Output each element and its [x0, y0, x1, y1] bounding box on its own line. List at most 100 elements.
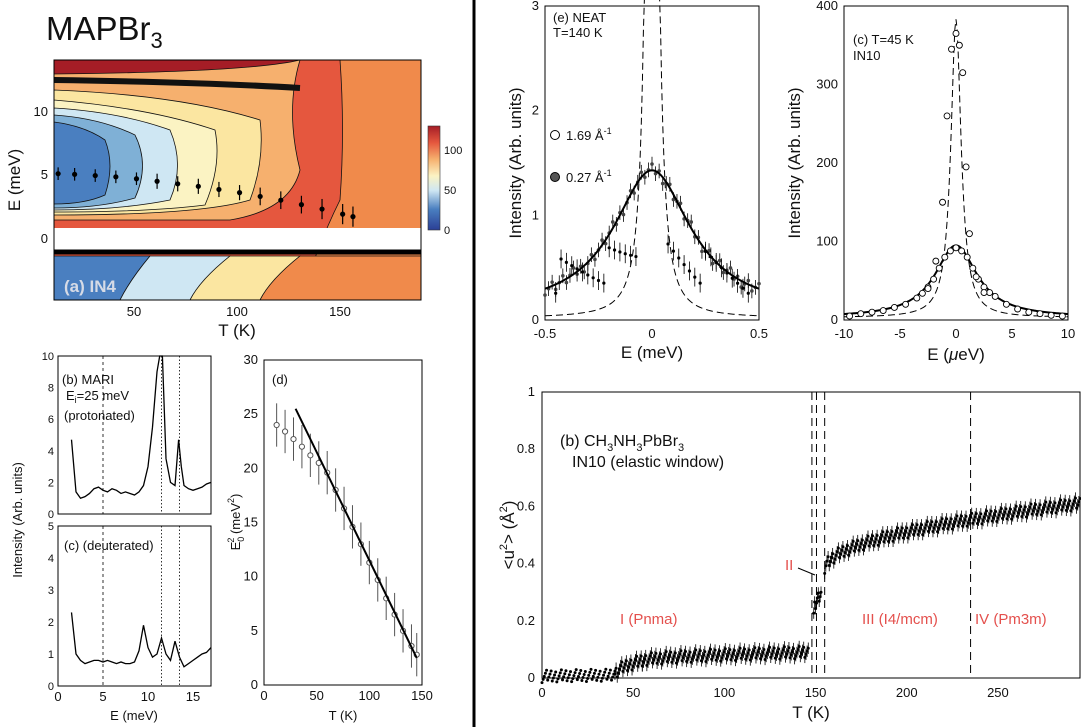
soft-mode-point — [55, 171, 61, 177]
panel-bin10-frame — [541, 391, 1081, 679]
panel-a-xtick-150: 150 — [329, 304, 351, 319]
colorbar-tick-50: 50 — [444, 185, 456, 197]
ytick-label: 0 — [48, 681, 54, 693]
neat-point-open — [687, 269, 692, 273]
u2-point — [610, 678, 614, 682]
u2-point — [694, 648, 698, 652]
neat-point-open — [623, 252, 627, 256]
neat-point-open — [559, 257, 563, 261]
u2-point — [554, 670, 558, 674]
soft-mode-point — [319, 206, 325, 212]
u2-point — [723, 647, 727, 651]
neat-point-open — [554, 291, 558, 295]
d-y-tick-0: 0 — [251, 677, 258, 692]
neat-point-filled — [650, 162, 654, 166]
ytick-label: 5 — [48, 521, 54, 533]
u2-point — [856, 539, 860, 543]
neat-point-filled — [757, 281, 761, 286]
neat-point-filled — [710, 261, 715, 266]
panel-cin10-ylabel: Intensity (Arb. units) — [785, 87, 804, 238]
u2-point — [713, 648, 717, 652]
u2-point — [580, 679, 584, 683]
u2-point — [768, 645, 772, 649]
neat-point-open — [612, 248, 617, 252]
u2-point — [583, 669, 587, 673]
u2-point — [1063, 498, 1067, 502]
phase-label-iii: III (I4/mcm) — [862, 611, 938, 628]
u2-point — [606, 674, 610, 678]
panel-c-frame — [57, 525, 212, 687]
u2-point — [587, 673, 591, 677]
u2-point — [753, 646, 757, 650]
heatmap-frame — [53, 59, 422, 301]
panel-c-label: (c) (deuterated) — [64, 538, 154, 553]
ci-x-tick-0: -10 — [835, 326, 854, 341]
u2-point — [578, 672, 582, 676]
u2-point — [562, 675, 566, 679]
u2-point — [564, 669, 568, 673]
d-y-tick-4: 20 — [244, 460, 258, 475]
u2-point — [568, 670, 572, 674]
in10-broad-point — [930, 275, 938, 283]
panel-e-temp: T=140 K — [553, 25, 603, 40]
panel-b-mari: (b) MARI Ei=25 meV (protonated) 0 2 4 6 8 10 — [42, 351, 212, 521]
in10-narrow-point — [962, 163, 970, 171]
neat-narrow-fit — [544, 0, 760, 317]
u2-point — [826, 555, 830, 559]
u2-point — [920, 523, 924, 527]
panel-b-vlines — [102, 356, 180, 514]
u2-point — [540, 681, 544, 685]
u2-point — [823, 571, 827, 575]
elastic-gap — [54, 228, 421, 250]
ytick-label: 4 — [48, 446, 54, 458]
neat-point-open — [586, 273, 590, 277]
u2-point — [542, 674, 546, 678]
ci-x-tick-3: 5 — [1008, 326, 1015, 341]
in10-broad-point — [1002, 300, 1010, 308]
u2-point — [602, 673, 606, 677]
neat-point-open — [591, 276, 595, 280]
neat-point-open — [618, 250, 622, 254]
colorbar-tick-0: 0 — [444, 225, 450, 237]
u2-point — [885, 530, 889, 534]
panel-cin10-content — [843, 19, 1069, 320]
ci-y-tick-4: 400 — [816, 0, 838, 13]
u2-point — [582, 672, 586, 676]
neat-point-filled — [600, 238, 604, 242]
in10-broad-point — [868, 308, 876, 316]
panel-bin10-sub: IN10 (elastic window) — [572, 454, 724, 471]
panel-a-xlabel: T (K) — [218, 321, 255, 340]
soft-mode-point — [298, 202, 305, 208]
panel-b-frame — [57, 355, 212, 515]
u2-point — [860, 538, 864, 542]
u2-point — [572, 674, 576, 678]
ytick-label: 6 — [48, 414, 54, 426]
panel-c-in10: (c) T=45 K IN10 0 100 200 300 400 -10 -5 0 5 10 E… — [785, 0, 1075, 364]
bi-x-tick-5: 250 — [987, 685, 1009, 700]
colorbar-tick-100: 100 — [444, 145, 462, 157]
u2-point — [970, 511, 974, 515]
panel-a-ylabel: E (meV) — [5, 149, 24, 211]
u2-point — [556, 677, 560, 681]
panel-a-ytick-5: 5 — [41, 167, 48, 182]
panel-c-vlines — [102, 526, 180, 686]
u2-point — [553, 673, 557, 677]
d-point — [290, 435, 297, 443]
soft-mode-point — [278, 197, 284, 203]
soft-mode-point — [236, 190, 243, 196]
u2-point — [797, 644, 801, 648]
d-y-tick-1: 5 — [251, 623, 258, 638]
panel-bin10-points — [540, 492, 1081, 685]
u2-point — [959, 514, 963, 518]
in10-narrow-point — [959, 69, 967, 77]
u2-point — [573, 671, 577, 675]
u2-point — [549, 669, 553, 673]
u2-point — [831, 552, 835, 556]
u2-point — [596, 675, 600, 679]
u2-point — [563, 672, 567, 676]
ytick-label: 10 — [42, 351, 54, 363]
u2-point — [555, 680, 559, 684]
bi-x-tick-1: 50 — [626, 685, 640, 700]
u2-point — [836, 546, 840, 550]
